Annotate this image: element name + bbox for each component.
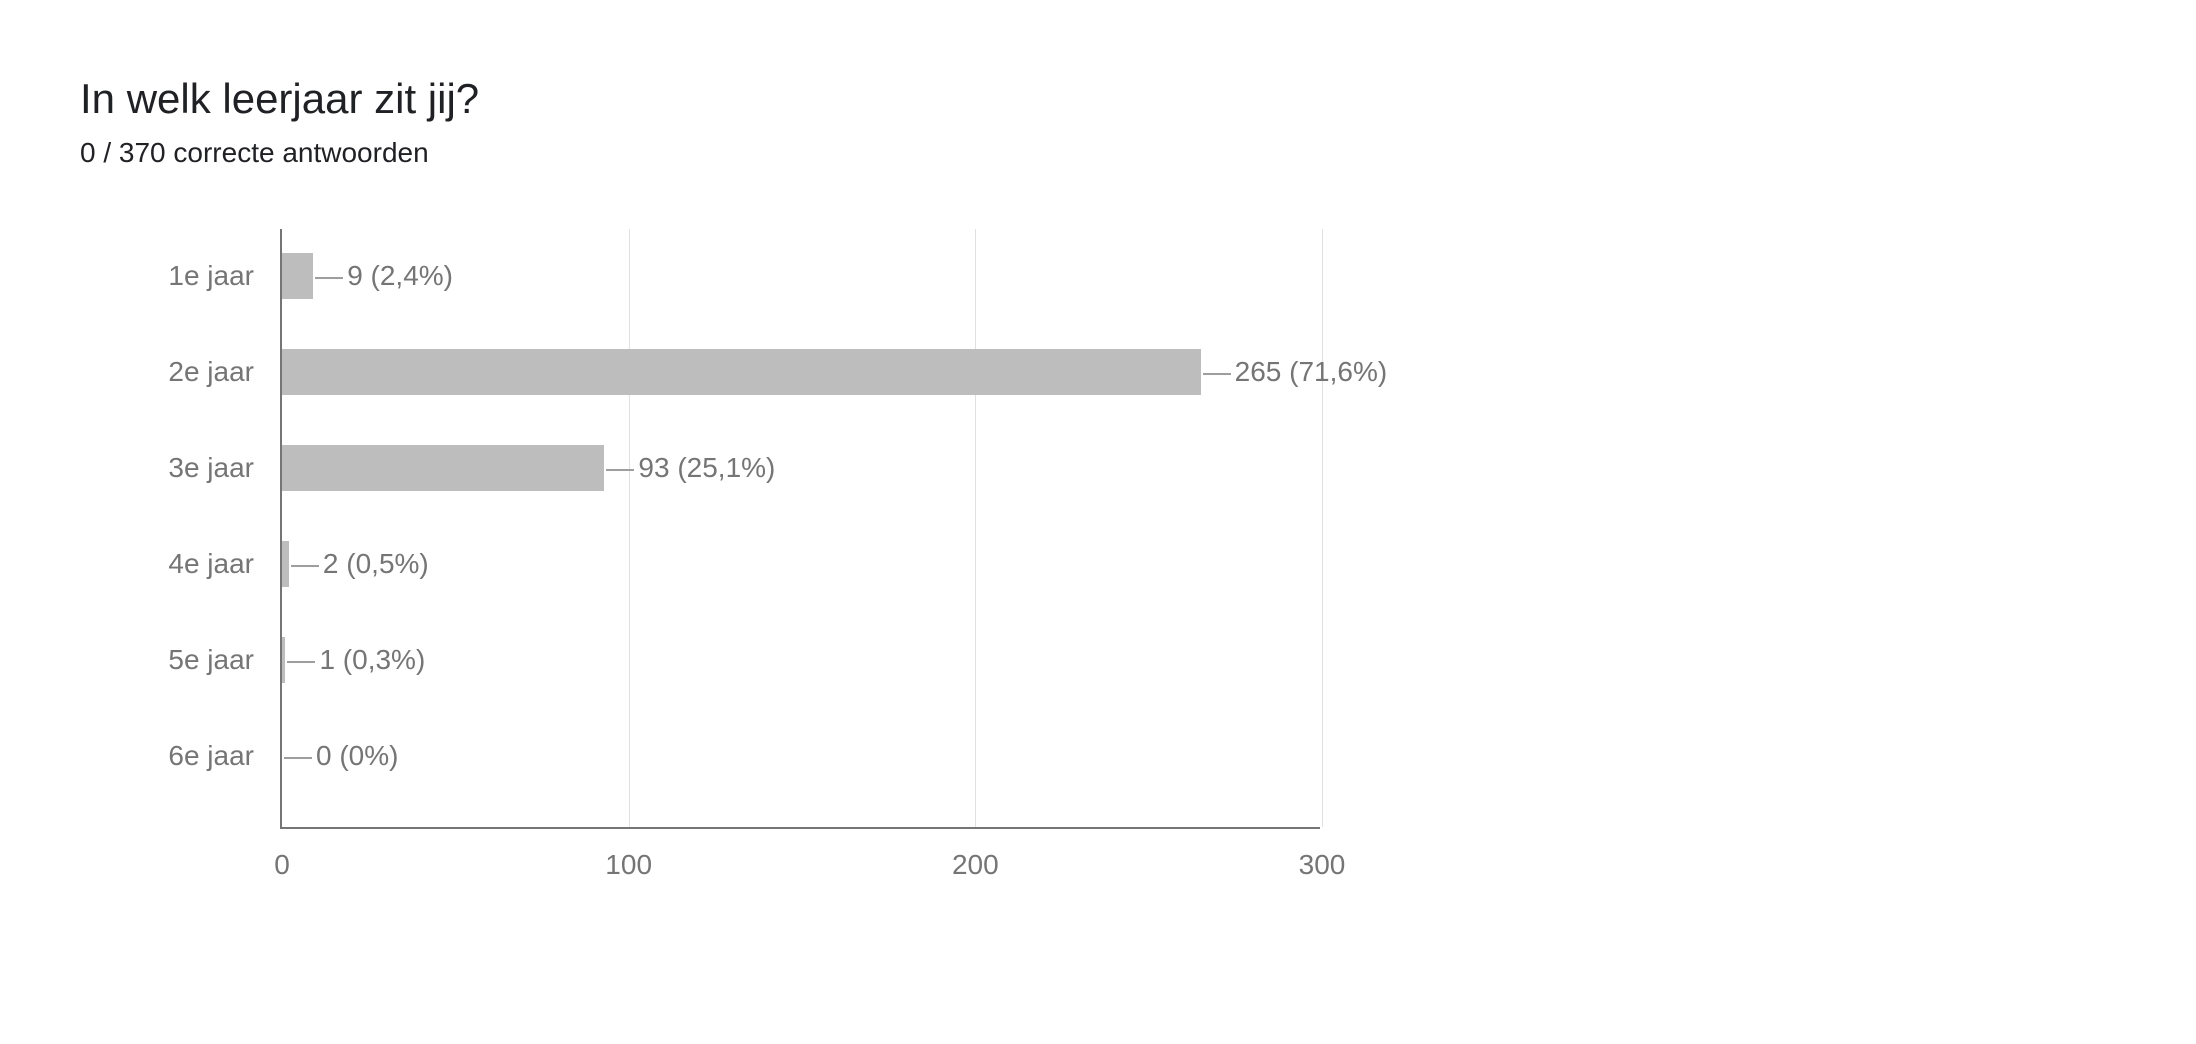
bar-value-label: 1 (0,3%) [287, 644, 425, 676]
bar-label-tick-icon [606, 469, 634, 471]
bar-value-text: 1 (0,3%) [319, 644, 425, 675]
bar-label-tick-icon [284, 757, 312, 759]
bar-label-tick-icon [1203, 373, 1231, 375]
y-category-label: 5e jaar [168, 644, 254, 676]
bar-value-label: 9 (2,4%) [315, 260, 453, 292]
x-tick-label: 200 [952, 849, 999, 881]
gridline [1322, 229, 1323, 827]
x-tick-label: 300 [1299, 849, 1346, 881]
bar-value-text: 0 (0%) [316, 740, 398, 771]
gridline [629, 229, 630, 827]
chart-area: 01002003001e jaar9 (2,4%)2e jaar265 (71,… [280, 229, 2100, 829]
y-category-label: 3e jaar [168, 452, 254, 484]
chart-container: In welk leerjaar zit jij? 0 / 370 correc… [0, 0, 2196, 869]
y-category-label: 4e jaar [168, 548, 254, 580]
bar-label-tick-icon [287, 661, 315, 663]
plot-area: 01002003001e jaar9 (2,4%)2e jaar265 (71,… [280, 229, 1320, 829]
bar-label-tick-icon [315, 277, 343, 279]
chart-subtitle: 0 / 370 correcte antwoorden [80, 137, 2136, 169]
chart-title: In welk leerjaar zit jij? [80, 75, 2136, 123]
bar-value-label: 2 (0,5%) [291, 548, 429, 580]
bar [282, 637, 285, 683]
bar-value-label: 265 (71,6%) [1203, 356, 1388, 388]
y-category-label: 6e jaar [168, 740, 254, 772]
bar-value-text: 93 (25,1%) [638, 452, 775, 483]
bar [282, 253, 313, 299]
bar [282, 349, 1201, 395]
gridline [975, 229, 976, 827]
bar [282, 445, 604, 491]
bar-value-label: 93 (25,1%) [606, 452, 775, 484]
bar-value-label: 0 (0%) [284, 740, 398, 772]
x-tick-label: 0 [274, 849, 290, 881]
y-category-label: 1e jaar [168, 260, 254, 292]
x-tick-label: 100 [605, 849, 652, 881]
bar-value-text: 9 (2,4%) [347, 260, 453, 291]
y-category-label: 2e jaar [168, 356, 254, 388]
bar-value-text: 265 (71,6%) [1235, 356, 1388, 387]
bar-label-tick-icon [291, 565, 319, 567]
bar-value-text: 2 (0,5%) [323, 548, 429, 579]
bar [282, 541, 289, 587]
